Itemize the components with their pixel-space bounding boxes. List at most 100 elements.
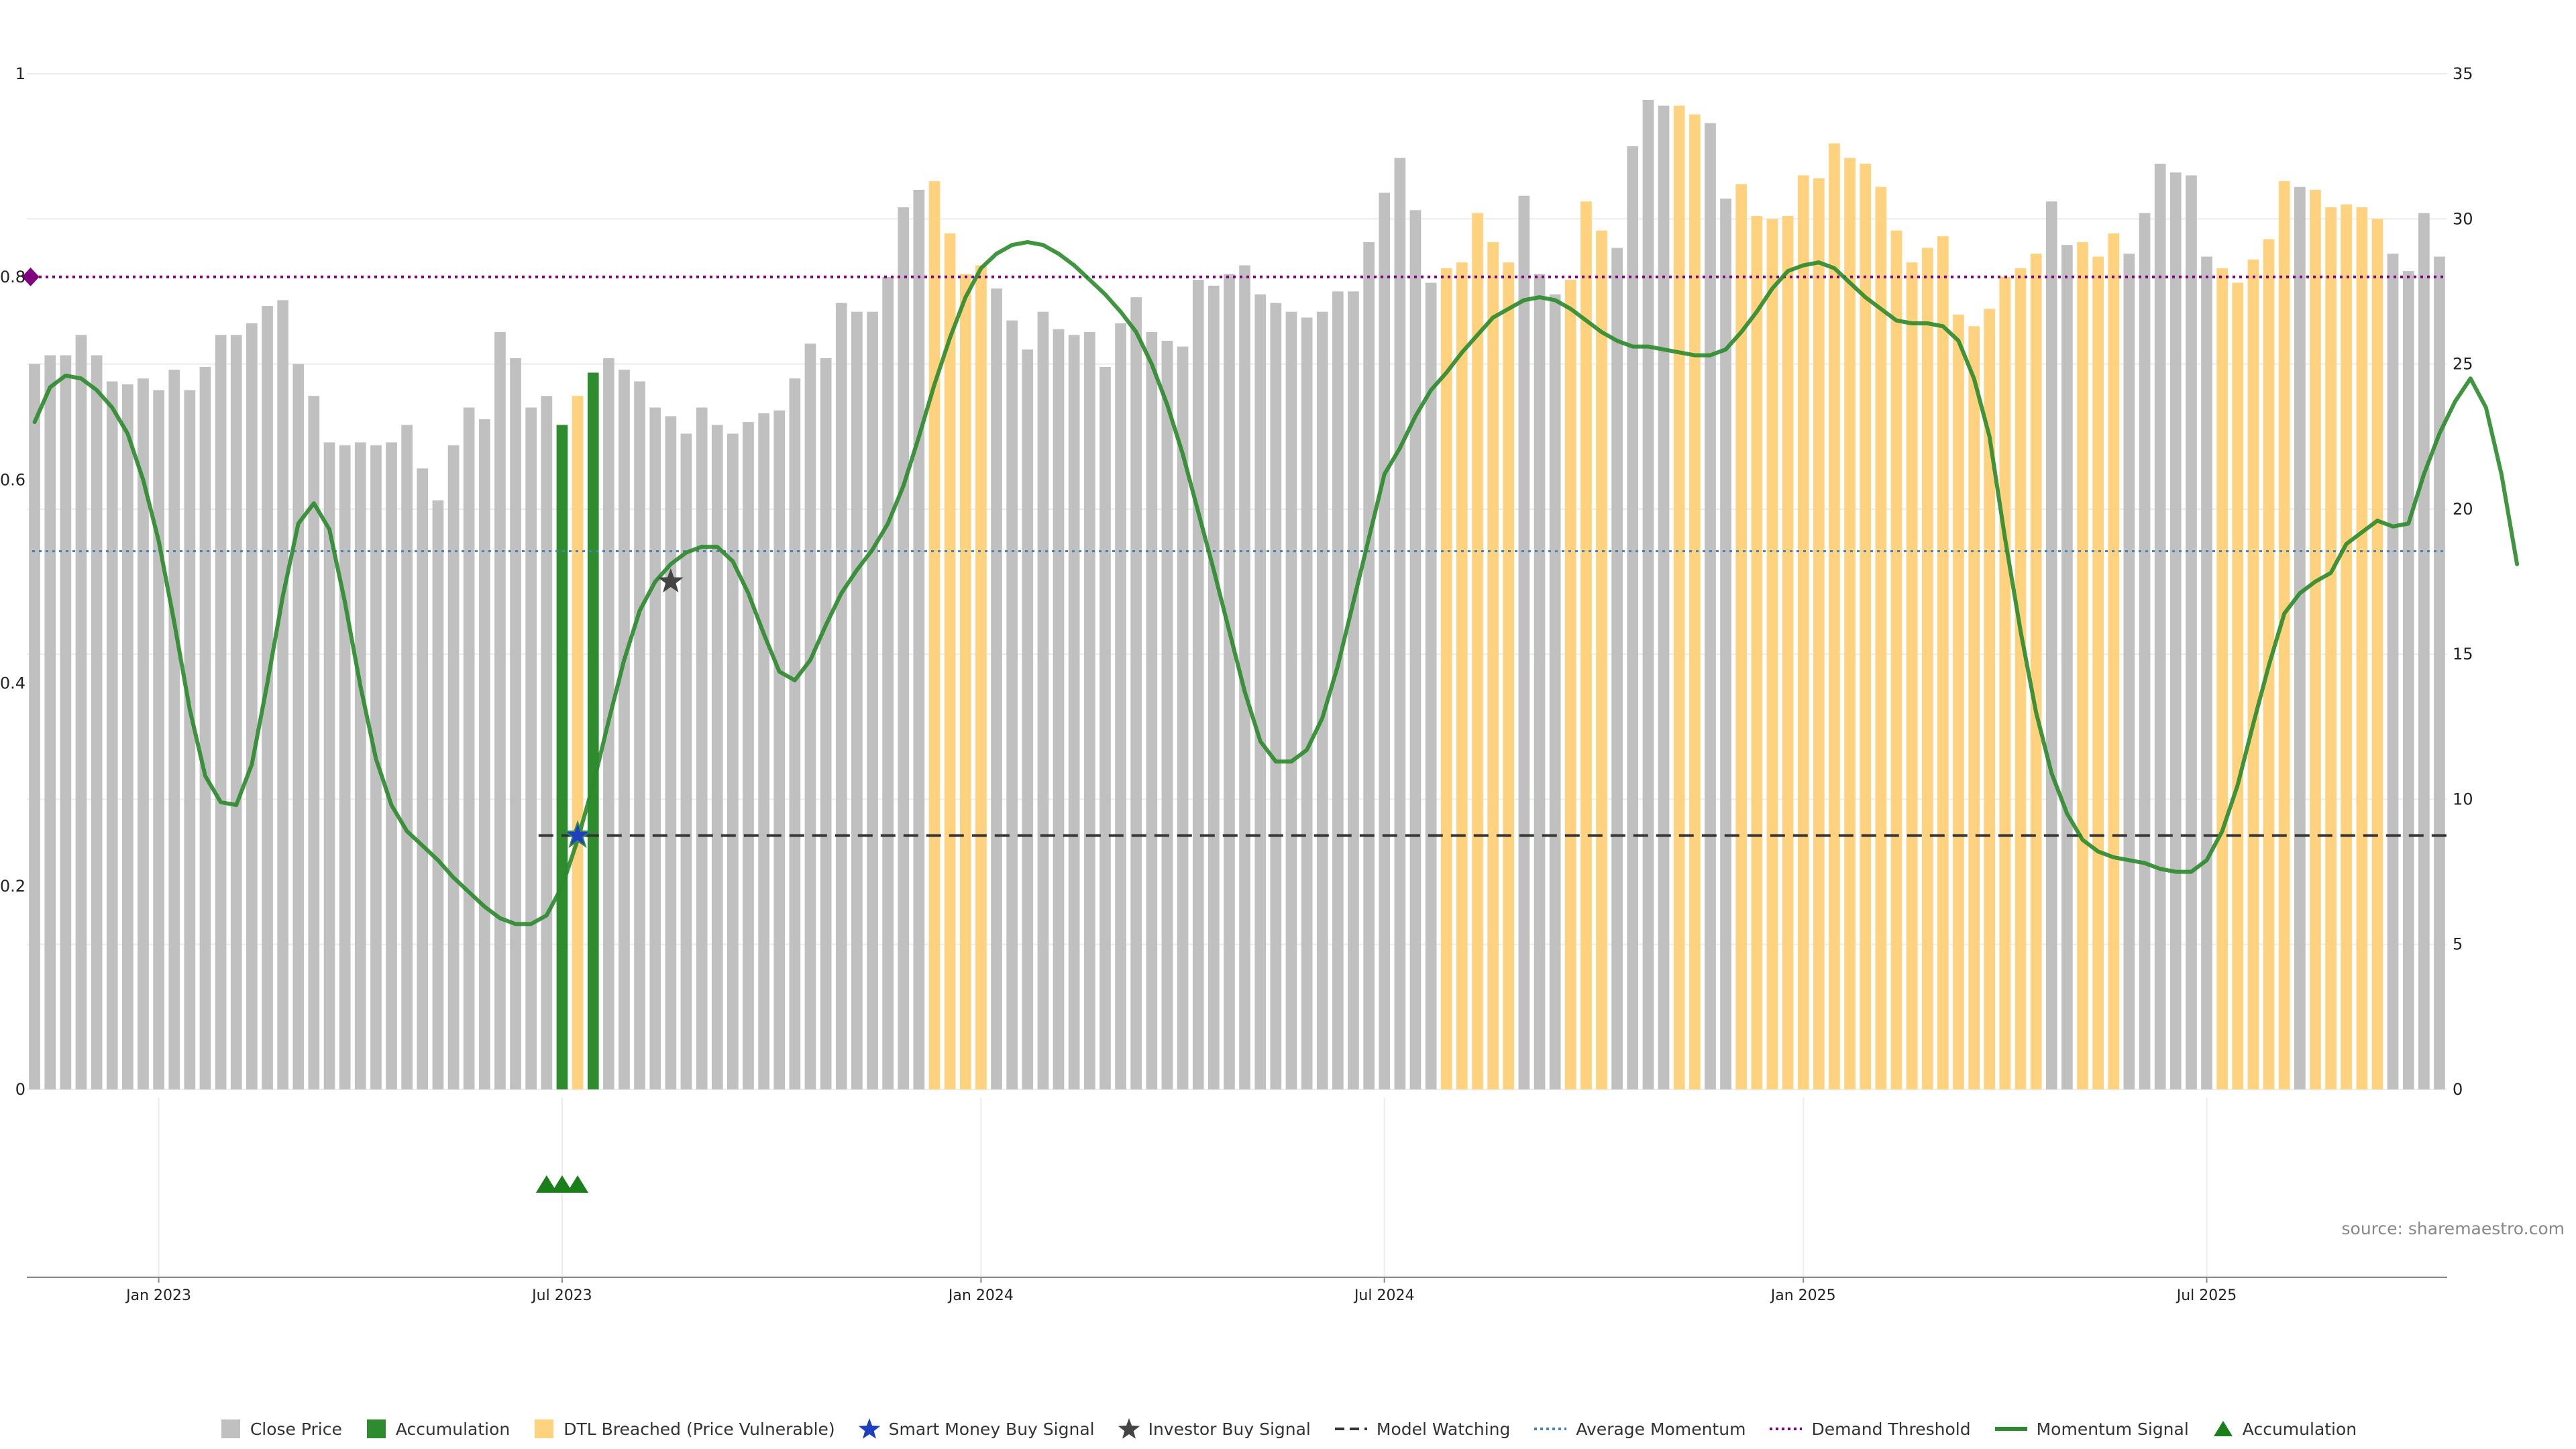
- y-right-tick-label: 10: [2453, 790, 2473, 808]
- close-bar: [91, 355, 103, 1089]
- close-bar: [1332, 291, 1344, 1089]
- investor-buy-signal: [657, 568, 684, 593]
- close-bars: [29, 99, 2445, 1090]
- close-bar: [867, 311, 878, 1090]
- legend-swatch-triangle: [2213, 1421, 2233, 1436]
- legend-swatch: [535, 1419, 554, 1438]
- close-bar: [649, 407, 661, 1089]
- close-bar: [1006, 320, 1018, 1090]
- close-bar: [463, 407, 475, 1089]
- legend-swatch: [221, 1419, 240, 1438]
- source-label: source: sharemaestro.com: [2342, 1219, 2565, 1238]
- close-bar: [2123, 254, 2135, 1090]
- close-bar: [401, 425, 413, 1089]
- close-bar: [928, 181, 941, 1090]
- close-bar: [370, 445, 382, 1089]
- close-bar: [44, 355, 56, 1089]
- close-bar: [619, 370, 630, 1090]
- close-bar: [1984, 309, 1996, 1089]
- close-bar: [975, 265, 987, 1089]
- close-bar: [696, 407, 708, 1089]
- close-bar: [1518, 195, 1530, 1090]
- close-bar: [2061, 245, 2073, 1090]
- close-bar: [1937, 236, 1949, 1090]
- close-bar: [1658, 105, 1670, 1090]
- legend-swatch-dash: [1334, 1428, 1367, 1430]
- close-bar: [1921, 248, 1933, 1089]
- axes: Jan 2023 Jul 2023 Jan 2024 Jul 2024 Jan 2025…: [0, 64, 2473, 1304]
- legend-label: DTL Breached (Price Vulnerable): [564, 1419, 835, 1439]
- close-bar: [1999, 276, 2011, 1089]
- close-bar: [758, 413, 769, 1089]
- close-bar: [1285, 311, 1297, 1090]
- close-bar: [29, 364, 40, 1089]
- close-bar: [1534, 274, 1546, 1089]
- y-left-tick-label: 1: [15, 64, 25, 83]
- y-right-tick-label: 15: [2453, 645, 2473, 663]
- close-bar: [1705, 123, 1716, 1089]
- close-bar: [292, 364, 305, 1089]
- legend-swatch: [1118, 1418, 1140, 1439]
- close-bar: [2201, 256, 2212, 1089]
- close-bar: [1224, 274, 1235, 1089]
- close-bar: [1379, 193, 1391, 1089]
- close-bar: [1301, 317, 1313, 1089]
- close-bar: [587, 372, 599, 1089]
- y-left-tick-label: 0.4: [0, 674, 25, 692]
- x-tick-label: Jul 2023: [531, 1287, 592, 1304]
- close-bar: [773, 410, 786, 1089]
- close-bar: [2325, 207, 2337, 1089]
- close-bar: [417, 468, 429, 1089]
- close-bar: [556, 425, 568, 1089]
- close-bar: [138, 378, 149, 1090]
- close-bar: [1409, 210, 1421, 1089]
- close-bar: [991, 288, 1002, 1090]
- reference-lines: [32, 275, 2447, 837]
- close-bar: [2154, 164, 2166, 1090]
- legend-item: Close Price: [219, 1417, 342, 1440]
- close-bar: [711, 425, 723, 1089]
- close-bar: [199, 366, 211, 1089]
- close-bar: [1053, 329, 1065, 1090]
- close-bar: [1099, 366, 1111, 1089]
- close-bar: [1829, 143, 1840, 1089]
- close-bar: [1394, 158, 1406, 1089]
- smart-money-buy-signal: [563, 820, 592, 849]
- close-bar: [1844, 158, 1856, 1089]
- close-bar: [106, 381, 118, 1089]
- legend-label: Model Watching: [1376, 1419, 1511, 1439]
- close-bar: [2434, 256, 2445, 1089]
- legend-item: Momentum Signal: [1994, 1419, 2189, 1439]
- close-bar: [2418, 213, 2430, 1090]
- legend-label: Momentum Signal: [2036, 1419, 2189, 1439]
- legend-item: Accumulation: [365, 1417, 510, 1440]
- close-bar: [944, 233, 956, 1089]
- close-bar: [2232, 282, 2244, 1089]
- legend-label: Demand Threshold: [1811, 1419, 1971, 1439]
- close-bar: [1254, 294, 1267, 1089]
- legend-label: Accumulation: [395, 1419, 511, 1439]
- legend-label: Smart Money Buy Signal: [888, 1419, 1095, 1439]
- demand-marker: [21, 267, 40, 286]
- accumulation-marker: [535, 1175, 557, 1193]
- legend-item: Demand Threshold: [1768, 1419, 1971, 1439]
- momentum-line: [32, 239, 2520, 926]
- close-bar: [851, 311, 863, 1090]
- close-bar: [510, 358, 521, 1089]
- close-bar: [2341, 204, 2352, 1090]
- close-bar: [246, 323, 258, 1089]
- close-bar: [1751, 216, 1763, 1089]
- x-tick-label: Jan 2024: [947, 1287, 1014, 1304]
- close-bar: [1348, 291, 1359, 1089]
- close-bar: [1782, 216, 1794, 1089]
- close-bar: [1503, 262, 1515, 1090]
- close-bar: [1596, 230, 1607, 1090]
- close-bar: [1363, 241, 1375, 1089]
- legend-item: Smart Money Buy Signal: [858, 1417, 1095, 1440]
- legend-item: DTL Breached (Price Vulnerable): [533, 1417, 835, 1440]
- close-bar: [2356, 207, 2368, 1089]
- close-bar: [75, 335, 87, 1089]
- close-bar: [743, 422, 754, 1089]
- close-bar: [820, 358, 832, 1089]
- close-bar: [168, 370, 180, 1090]
